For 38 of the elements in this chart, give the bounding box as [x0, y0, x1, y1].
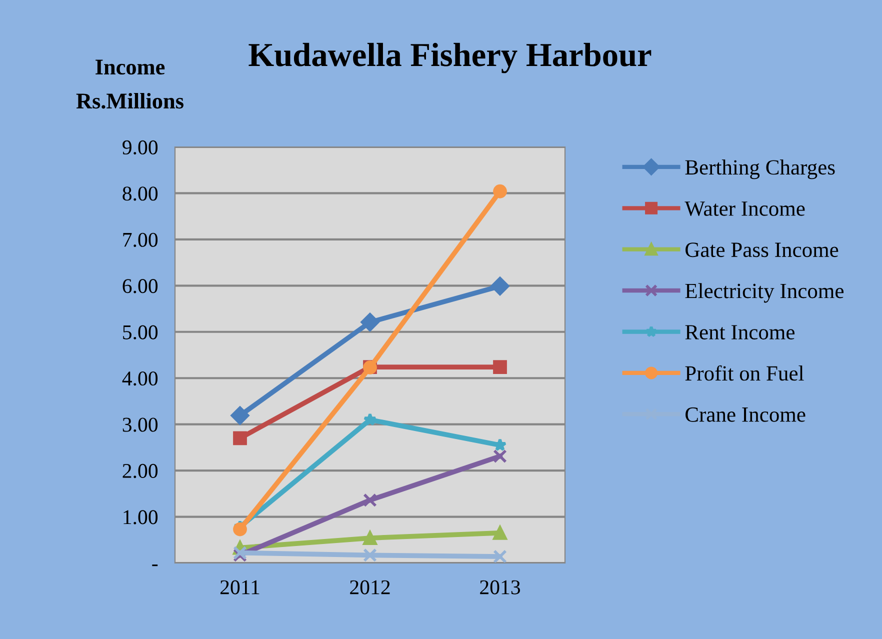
y-tick-label: 5.00	[123, 325, 158, 340]
point	[363, 548, 377, 562]
point	[233, 522, 247, 536]
point	[233, 431, 247, 446]
point	[230, 406, 250, 425]
y-tick-label: -	[152, 564, 158, 566]
legend-label: Berthing Charges	[685, 160, 835, 180]
y-tick-label: 7.00	[123, 232, 158, 247]
point	[493, 550, 507, 563]
point	[493, 438, 507, 452]
point	[233, 546, 247, 560]
y-tick-label: 1.00	[124, 510, 158, 524]
y-tick-label: 8.00	[122, 186, 158, 201]
legend-label: Gate Pass Income	[686, 242, 838, 258]
point	[493, 526, 507, 540]
point	[493, 184, 507, 198]
y-tick-label: 6.00	[122, 279, 158, 294]
legend-label: Crane Income	[686, 407, 806, 422]
point	[490, 276, 510, 296]
point	[360, 312, 380, 332]
y-tick-label: 9.00	[122, 140, 158, 155]
legend-label: Rent Income	[685, 325, 794, 340]
y-tick-label: 2.00	[122, 464, 158, 478]
x-tick-label: 2011	[220, 580, 260, 594]
y-axis-title: Income Rs.Millions	[76, 60, 184, 109]
point	[493, 449, 507, 464]
chart-title: Kudawella Fishery Harbour	[248, 42, 652, 74]
x-tick-label: 2013	[480, 580, 520, 594]
legend-label: Water Income	[684, 202, 805, 216]
point	[363, 412, 377, 426]
point	[493, 360, 507, 374]
y-tick-label: 4.00	[122, 371, 158, 386]
y-tick-label: 3.00	[122, 418, 158, 432]
legend-label: Profit on Fuel	[685, 365, 804, 381]
point	[363, 493, 377, 508]
x-tick-label: 2012	[350, 580, 390, 594]
legend-label: Electricity Income	[685, 283, 844, 303]
point	[363, 531, 377, 545]
